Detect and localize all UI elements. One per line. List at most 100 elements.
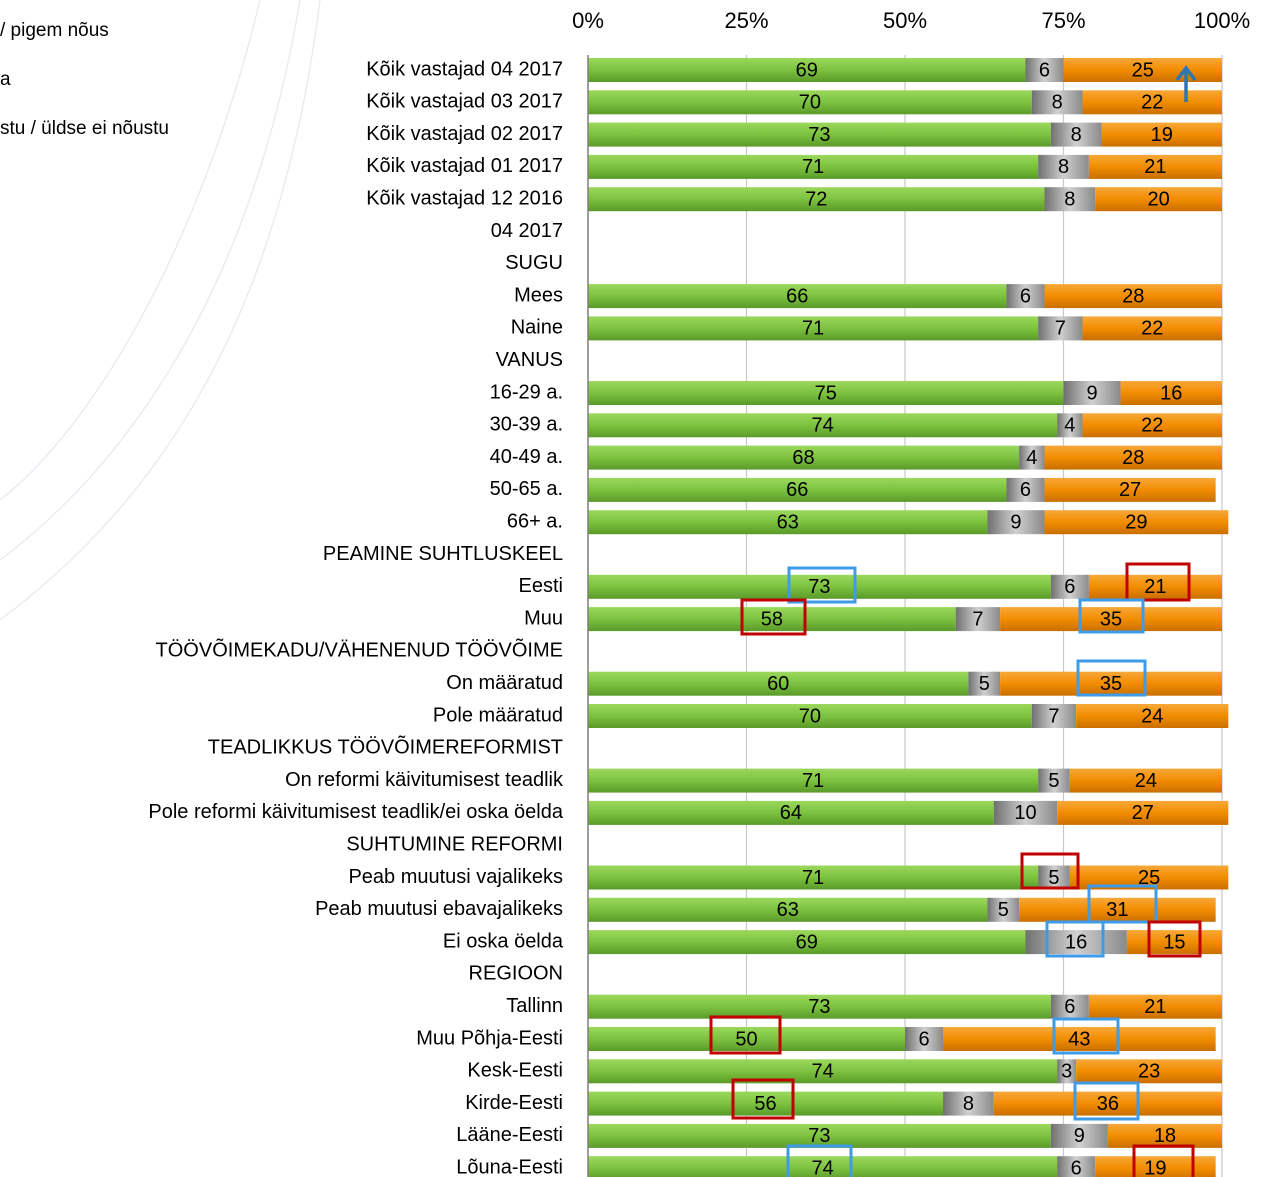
bar-segment: [1038, 154, 1089, 179]
bar-segment: [905, 1027, 944, 1051]
data-label: 74: [811, 415, 833, 437]
data-label: 6: [1071, 1157, 1082, 1177]
bar-segment: [1076, 704, 1229, 728]
bar-segment: [588, 122, 1051, 147]
data-label: 69: [796, 59, 818, 81]
data-label: 71: [802, 867, 824, 889]
bar-segment: [588, 768, 1039, 793]
data-label: 21: [1144, 576, 1166, 598]
y-tick-label: Naine: [511, 317, 563, 339]
bar-segment: [588, 510, 988, 535]
bar-segment: [588, 58, 1026, 82]
bar-segment: [1063, 381, 1121, 405]
data-label: 6: [918, 1028, 929, 1050]
data-label: 72: [805, 188, 827, 210]
highlight-box: [740, 598, 807, 636]
y-tick-label: REGIOON: [469, 963, 563, 985]
x-tick-label: 100%: [1194, 8, 1250, 33]
data-label: 8: [1064, 188, 1075, 210]
data-label: 63: [777, 899, 799, 921]
data-label: 21: [1144, 156, 1166, 178]
bar-segment: [1101, 122, 1222, 147]
bar-segment: [943, 1027, 1216, 1051]
data-label: 21: [1144, 996, 1166, 1018]
bar-segment: [1025, 58, 1064, 82]
y-tick-label: Kõik vastajad 03 2017: [366, 91, 563, 113]
data-label: 16: [1065, 931, 1087, 953]
data-label: 4: [1026, 447, 1037, 469]
data-label: 35: [1100, 608, 1122, 630]
data-label: 6: [1020, 479, 1031, 501]
bar-segment: [1050, 1123, 1108, 1148]
data-label: 75: [815, 382, 837, 404]
bar-segment: [1088, 574, 1222, 599]
x-tick-label: 50%: [883, 8, 927, 33]
data-label: 73: [808, 576, 830, 598]
highlight-box: [1147, 920, 1202, 958]
highlight-box: [709, 1015, 782, 1055]
data-label: 9: [1086, 382, 1097, 404]
highlight-box: [1087, 884, 1158, 924]
bar-segment: [588, 800, 994, 825]
bar-segment: [588, 897, 988, 922]
y-tick-label: Mees: [514, 284, 563, 306]
highlight-box: [1078, 598, 1145, 634]
data-label: 8: [1052, 92, 1063, 114]
highlight-box: [787, 566, 857, 604]
data-label: 56: [754, 1093, 776, 1115]
y-tick-label: Kesk-Eesti: [467, 1060, 563, 1082]
data-label: 60: [767, 673, 789, 695]
data-label: 5: [998, 899, 1009, 921]
data-label: 25: [1132, 59, 1154, 81]
bar-segment: [1107, 1123, 1222, 1148]
bar-segment: [1126, 930, 1222, 955]
data-label: 25: [1138, 867, 1160, 889]
highlight-box: [786, 1144, 853, 1177]
y-tick-label: Lõuna-Eesti: [456, 1156, 563, 1177]
bar-segment: [1006, 284, 1045, 309]
bar-segment: [1050, 122, 1102, 147]
bar-segment: [1006, 477, 1045, 502]
data-label: 71: [802, 156, 824, 178]
bar-segment: [1019, 897, 1216, 922]
data-label: 70: [799, 92, 821, 114]
data-label: 5: [1048, 867, 1059, 889]
legend-label: a: [0, 69, 11, 90]
bar-segment: [588, 930, 1026, 955]
highlights: [709, 65, 1202, 1177]
highlight-box: [731, 1078, 795, 1120]
y-tick-label: Kirde-Eesti: [465, 1092, 563, 1114]
data-label: 28: [1122, 447, 1144, 469]
y-tick-label: Lääne-Eesti: [456, 1124, 563, 1146]
data-label: 6: [1064, 996, 1075, 1018]
x-tick-label: 0%: [572, 8, 604, 33]
data-label: 68: [792, 447, 814, 469]
y-tick-label: 50-65 a.: [490, 478, 563, 500]
bar-segment: [1088, 994, 1222, 1019]
legend-label: stu / üldse ei nõustu: [0, 118, 169, 139]
bar-segment: [588, 187, 1045, 212]
bar-segment: [1025, 930, 1127, 955]
bar-segment: [588, 445, 1020, 470]
y-tick-label: Peab muutusi ebavajalikeks: [315, 898, 563, 920]
data-label: 73: [808, 124, 830, 146]
data-label: 7: [1048, 705, 1059, 727]
data-label: 20: [1147, 188, 1169, 210]
highlight-box: [1073, 1081, 1140, 1121]
data-label: 6: [1064, 576, 1075, 598]
data-label: 74: [811, 1157, 833, 1177]
y-tick-label: TEADLIKKUS TÖÖVÕIMEREFORMIST: [208, 735, 563, 759]
data-label: 7: [972, 608, 983, 630]
bar-segment: [1044, 445, 1222, 470]
y-tick-label: Kõik vastajad 04 2017: [366, 58, 563, 80]
data-label: 6: [1020, 285, 1031, 307]
data-label: 10: [1014, 802, 1036, 824]
data-label: 24: [1141, 705, 1163, 727]
data-label: 36: [1097, 1093, 1119, 1115]
y-tick-label: Kõik vastajad 02 2017: [366, 123, 563, 145]
bar-segment: [1019, 445, 1045, 470]
bar-segment: [1057, 1059, 1077, 1084]
data-label: 27: [1132, 802, 1154, 824]
data-label: 4: [1064, 415, 1075, 437]
